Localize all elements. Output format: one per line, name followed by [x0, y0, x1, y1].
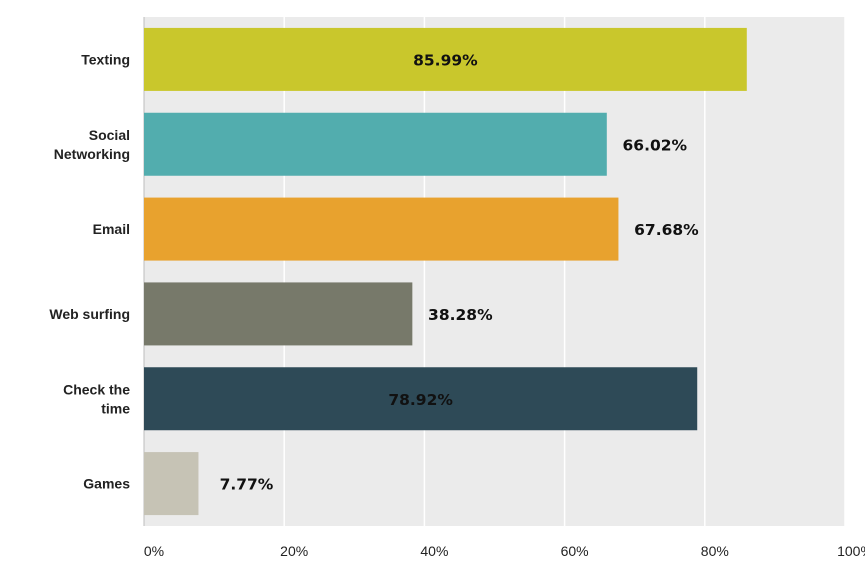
category-label: Email	[93, 221, 130, 237]
x-tick-label: 20%	[280, 543, 308, 559]
bar	[144, 197, 619, 261]
data-labels: 85.99% 66.02% 67.68% 38.28% 78.92% 7.77%	[220, 51, 700, 493]
category-label: Web surfing	[49, 306, 130, 322]
x-tick-label: 100%	[837, 543, 865, 559]
category-labels: Texting Social Networking Email Web surfing C…	[49, 51, 130, 491]
data-label: 38.28%	[428, 306, 493, 324]
bar	[144, 452, 199, 516]
plot-background	[144, 17, 845, 526]
bar	[144, 282, 413, 346]
x-tick-label: 0%	[144, 543, 164, 559]
data-label: 67.68%	[634, 221, 699, 239]
bar	[144, 27, 747, 91]
category-label: Check the time	[63, 381, 130, 416]
gridlines	[283, 17, 846, 526]
x-tick-label: 60%	[561, 543, 589, 559]
x-tick-label: 40%	[420, 543, 448, 559]
x-tick-labels: 0% 20% 40% 60% 80% 100%	[144, 543, 865, 559]
bar	[144, 367, 698, 431]
data-label: 78.92%	[388, 391, 453, 409]
category-label: Texting	[81, 51, 130, 67]
x-tick-label: 80%	[701, 543, 729, 559]
category-label: Social Networking	[54, 127, 130, 162]
data-label: 85.99%	[413, 51, 478, 69]
category-label: Games	[83, 476, 130, 492]
data-label: 7.77%	[220, 476, 274, 494]
bars	[144, 27, 747, 516]
data-label: 66.02%	[623, 136, 688, 154]
bar	[144, 112, 607, 176]
